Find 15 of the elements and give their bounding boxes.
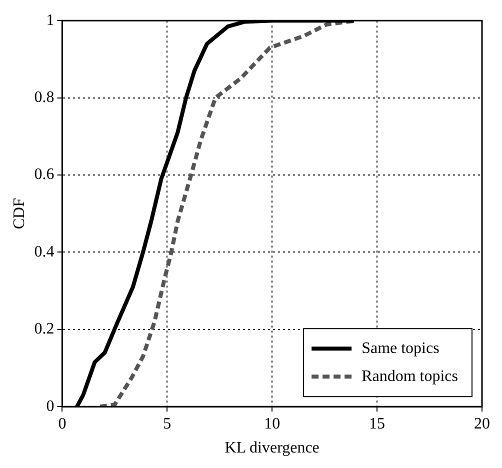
y-tick-label: 0.2 <box>34 320 54 338</box>
x-tick-label: 5 <box>163 415 172 432</box>
legend-label: Same topics <box>362 340 440 357</box>
x-tick-label: 15 <box>369 415 386 432</box>
x-axis-title: KL divergence <box>224 440 320 457</box>
y-tick-label: 1 <box>46 12 54 29</box>
legend-label: Random topics <box>362 368 458 385</box>
y-axis-title: CDF <box>10 198 28 230</box>
x-tick-label: 20 <box>474 415 490 432</box>
y-tick-label: 0 <box>46 398 54 415</box>
x-tick-label: 10 <box>264 415 280 432</box>
x-tick-label: 0 <box>58 415 66 432</box>
y-tick-label: 0.4 <box>34 243 54 260</box>
y-tick-label: 0.8 <box>34 89 54 106</box>
y-tick-label: 0.6 <box>34 166 54 184</box>
